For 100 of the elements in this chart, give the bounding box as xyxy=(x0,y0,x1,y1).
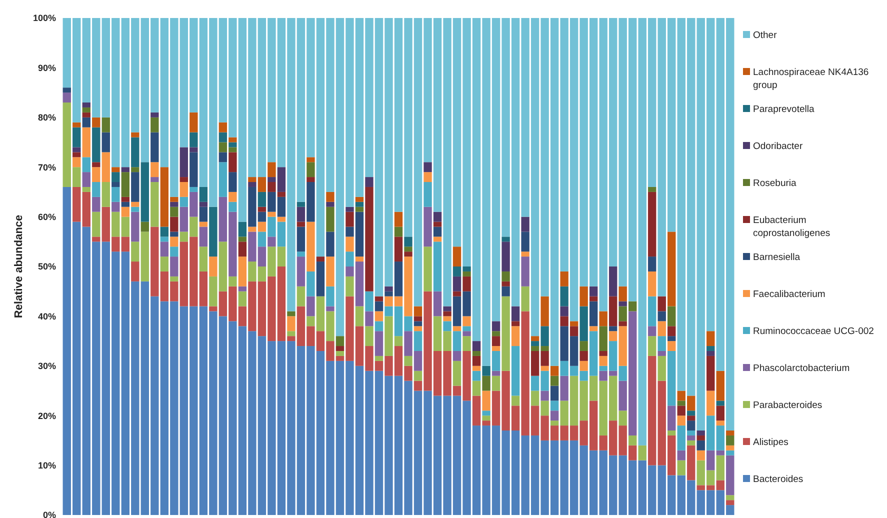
bar xyxy=(199,202,208,207)
bar xyxy=(502,281,510,286)
bar xyxy=(462,326,471,332)
bar xyxy=(131,172,140,202)
bar xyxy=(394,226,403,237)
bar xyxy=(277,216,286,222)
bar xyxy=(121,216,130,237)
bar xyxy=(716,480,724,490)
bar xyxy=(433,291,442,316)
bar xyxy=(374,301,384,312)
bar xyxy=(687,420,696,431)
bar xyxy=(492,350,500,371)
bar xyxy=(131,202,140,207)
bar xyxy=(540,366,549,371)
legend-label: Faecalibacterium xyxy=(753,289,826,300)
bar xyxy=(658,356,666,381)
bar xyxy=(726,500,734,506)
bar xyxy=(540,296,549,326)
bar xyxy=(716,426,724,450)
bar xyxy=(706,450,715,470)
legend-label: Bacteroides xyxy=(753,474,804,485)
bar xyxy=(618,301,627,306)
bar xyxy=(599,350,608,356)
bar xyxy=(82,186,90,192)
bar xyxy=(668,350,676,406)
bar xyxy=(550,400,559,411)
bar xyxy=(433,212,442,222)
bar xyxy=(716,370,724,401)
bar xyxy=(140,222,149,232)
bar xyxy=(482,390,490,411)
bar xyxy=(589,286,598,296)
y-tick-label: 50% xyxy=(38,262,56,272)
bar xyxy=(570,326,578,336)
bar xyxy=(618,286,627,302)
bar xyxy=(277,192,286,197)
bar xyxy=(648,296,656,326)
bar xyxy=(287,316,296,332)
bar xyxy=(580,306,588,342)
bar xyxy=(199,206,208,222)
bar xyxy=(316,256,325,262)
bar xyxy=(648,186,656,192)
bar xyxy=(170,216,178,232)
bar xyxy=(112,172,120,182)
bar xyxy=(658,311,666,322)
bar xyxy=(492,321,500,332)
bar xyxy=(160,256,169,272)
bar xyxy=(336,336,344,346)
bar xyxy=(560,316,568,326)
bar xyxy=(92,212,100,237)
bar xyxy=(228,202,237,212)
bar xyxy=(82,127,90,158)
bar xyxy=(180,177,188,182)
bar xyxy=(424,182,432,207)
bar xyxy=(726,430,734,436)
bar xyxy=(326,206,334,232)
bar xyxy=(238,222,247,237)
bar xyxy=(131,137,140,168)
bar xyxy=(102,182,110,207)
bar xyxy=(540,390,549,401)
bar xyxy=(238,256,247,286)
bar xyxy=(306,157,315,162)
bar xyxy=(696,430,705,436)
bar xyxy=(218,132,228,142)
bar xyxy=(482,376,490,391)
bar xyxy=(492,336,500,346)
bar xyxy=(443,321,452,332)
bar xyxy=(170,232,178,237)
bar xyxy=(706,356,715,391)
bar xyxy=(580,350,588,361)
bar xyxy=(550,366,559,376)
y-axis-title: Relative abundance xyxy=(13,214,25,318)
y-tick-label: 10% xyxy=(38,460,56,470)
y-tick-label: 40% xyxy=(38,311,56,322)
bar xyxy=(580,286,588,306)
bar xyxy=(452,360,462,386)
y-tick-label: 60% xyxy=(38,212,56,222)
bar xyxy=(82,192,90,227)
legend-label: Parabacteroides xyxy=(753,400,822,411)
bar xyxy=(140,162,149,222)
bar xyxy=(443,316,452,322)
bar xyxy=(462,331,471,336)
bar xyxy=(228,137,237,142)
bar xyxy=(668,306,676,326)
bar xyxy=(706,331,715,346)
bar xyxy=(716,400,724,406)
bar xyxy=(170,246,178,257)
bar xyxy=(336,346,344,351)
bar xyxy=(150,177,159,182)
bar xyxy=(306,177,315,182)
bar xyxy=(190,152,198,187)
bar xyxy=(696,450,705,460)
bar xyxy=(472,366,481,371)
bar xyxy=(121,206,130,217)
bar xyxy=(658,321,666,336)
bar xyxy=(346,252,354,266)
bar xyxy=(92,162,100,168)
bar xyxy=(346,212,354,227)
bar xyxy=(677,400,686,406)
bar xyxy=(560,306,568,316)
bar xyxy=(638,445,646,460)
